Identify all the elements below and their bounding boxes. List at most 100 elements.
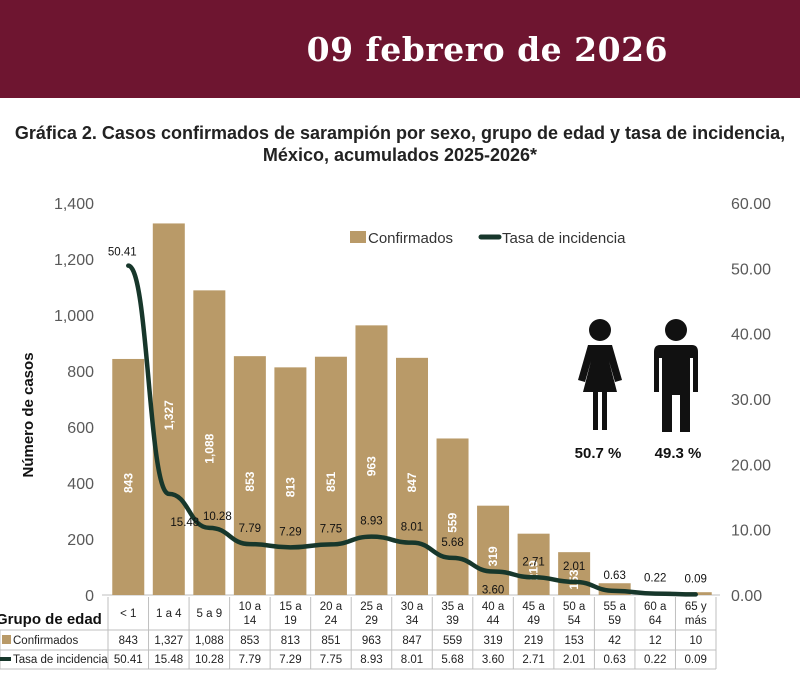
table-cell-tasa: 5.68 bbox=[441, 654, 463, 666]
y-tick-label: 1,000 bbox=[54, 308, 94, 325]
header-banner: 09 febrero de 2026 bbox=[0, 0, 800, 98]
table-cell-confirmados: 1,327 bbox=[154, 635, 183, 647]
rate-value-label: 10.28 bbox=[203, 511, 232, 523]
x-tick-label: 49 bbox=[527, 615, 540, 627]
rate-series-line bbox=[126, 263, 698, 597]
y2-tick-label: 30.00 bbox=[731, 392, 771, 409]
y2-tick-label: 0.00 bbox=[731, 588, 762, 605]
y-tick-label: 400 bbox=[67, 476, 94, 493]
bar-value-label: 319 bbox=[486, 546, 500, 566]
x-tick-label: 54 bbox=[568, 615, 581, 627]
x-tick-label: 34 bbox=[406, 615, 419, 627]
table-swatch-bar bbox=[2, 635, 11, 644]
x-tick-label: < 1 bbox=[120, 608, 136, 620]
bar-value-label: 813 bbox=[283, 477, 297, 497]
table-cell-confirmados: 847 bbox=[402, 635, 421, 647]
bar-value-label: 843 bbox=[121, 473, 135, 493]
table-cell-confirmados: 851 bbox=[321, 635, 340, 647]
bar-value-label: 853 bbox=[243, 471, 257, 491]
y-tick-label: 1,400 bbox=[54, 196, 94, 213]
bar bbox=[274, 367, 307, 595]
x-tick-label: 50 a bbox=[563, 601, 586, 613]
table-cell-confirmados: 853 bbox=[240, 635, 259, 647]
table-cell-confirmados: 559 bbox=[443, 635, 462, 647]
rate-value-label: 15.48 bbox=[170, 517, 199, 529]
x-tick-label: 55 a bbox=[603, 601, 626, 613]
table-cell-confirmados: 843 bbox=[119, 635, 138, 647]
table-cell-tasa: 10.28 bbox=[195, 654, 224, 666]
table-cell-tasa: 3.60 bbox=[482, 654, 504, 666]
report-date: 09 febrero de 2026 bbox=[306, 30, 668, 69]
x-tick-label: 25 a bbox=[360, 601, 383, 613]
x-tick-label: 60 a bbox=[644, 601, 667, 613]
bar bbox=[193, 290, 226, 595]
chart-title: Gráfica 2. Casos confirmados de sarampió… bbox=[0, 122, 800, 166]
x-tick-label: 15 a bbox=[279, 601, 302, 613]
y-tick-label: 600 bbox=[67, 420, 94, 437]
bar-value-label: 1,327 bbox=[162, 400, 176, 430]
table-cell-tasa: 15.48 bbox=[154, 654, 183, 666]
bar-value-label: 559 bbox=[446, 512, 460, 532]
legend-label-bar: Confirmados bbox=[368, 230, 453, 247]
table-cell-tasa: 8.93 bbox=[360, 654, 382, 666]
table-cell-tasa: 7.75 bbox=[320, 654, 342, 666]
y-tick-label: 800 bbox=[67, 364, 94, 381]
bar bbox=[233, 356, 266, 595]
table-cell-tasa: 0.09 bbox=[685, 654, 707, 666]
table-cell-tasa: 8.01 bbox=[401, 654, 423, 666]
axes: 0 200 400 600 800 1,000 1,200 1,400 0.00 10.00 20.… bbox=[20, 196, 771, 605]
table-cell-confirmados: 319 bbox=[483, 635, 502, 647]
table-cell-confirmados: 42 bbox=[608, 635, 621, 647]
male-percentage: 49.3 % bbox=[655, 445, 702, 462]
legend: Confirmados Tasa de incidencia bbox=[350, 230, 626, 247]
x-tick-label: 5 a 9 bbox=[197, 608, 223, 620]
rate-value-label: 0.09 bbox=[685, 573, 707, 585]
rate-value-label: 8.93 bbox=[360, 516, 382, 528]
y2-tick-label: 60.00 bbox=[731, 196, 771, 213]
x-tick-label: 65 y bbox=[685, 601, 707, 613]
rate-value-label: 7.75 bbox=[320, 523, 342, 535]
x-tick-label: 59 bbox=[608, 615, 621, 627]
rate-line: 50.41 15.48 10.28 7.79 7.29 7.75 8.93 8.01 5.68 3… bbox=[108, 247, 707, 597]
y2-tick-label: 40.00 bbox=[731, 327, 771, 344]
bar bbox=[314, 356, 347, 595]
table-cell-tasa: 2.71 bbox=[522, 654, 544, 666]
table-row-label-confirmados: Confirmados bbox=[13, 635, 78, 647]
bar-value-label: 847 bbox=[405, 472, 419, 492]
y2-tick-label: 50.00 bbox=[731, 261, 771, 278]
man-icon bbox=[654, 319, 698, 432]
x-tick-label: 19 bbox=[284, 615, 297, 627]
woman-icon bbox=[578, 319, 622, 430]
bar bbox=[152, 223, 185, 595]
rate-value-label: 7.79 bbox=[239, 523, 261, 535]
bar bbox=[558, 552, 591, 595]
x-tick-label: 35 a bbox=[441, 601, 464, 613]
rate-value-label: 0.63 bbox=[603, 570, 625, 582]
table-cell-tasa: 2.01 bbox=[563, 654, 585, 666]
bar-value-label: 851 bbox=[324, 472, 338, 492]
table-cell-confirmados: 963 bbox=[362, 635, 381, 647]
y-tick-label: 1,200 bbox=[54, 252, 94, 269]
rate-value-label: 0.22 bbox=[644, 573, 666, 585]
rate-value-label: 2.71 bbox=[522, 556, 544, 568]
rate-value-label: 2.01 bbox=[563, 561, 585, 573]
x-tick-label: 64 bbox=[649, 615, 662, 627]
rate-value-label: 50.41 bbox=[108, 247, 137, 259]
y2-tick-label: 10.00 bbox=[731, 523, 771, 540]
table-cell-tasa: 0.22 bbox=[644, 654, 666, 666]
female-percentage: 50.7 % bbox=[575, 445, 622, 462]
table-cell-confirmados: 1,088 bbox=[195, 635, 224, 647]
x-tick-label: 14 bbox=[243, 615, 256, 627]
rate-value-label: 5.68 bbox=[441, 537, 463, 549]
x-tick-label: 24 bbox=[325, 615, 338, 627]
chart-title-line-2: México, acumulados 2025-2026* bbox=[262, 145, 538, 165]
bar bbox=[517, 533, 550, 595]
x-tick-label: 29 bbox=[365, 615, 378, 627]
bar-value-label: 1,088 bbox=[202, 433, 216, 463]
x-tick-label: 30 a bbox=[401, 601, 424, 613]
data-table: Grupo de edad < 1 843 50.41 1 a 4 1,327 15.48 5… bbox=[0, 597, 717, 670]
legend-swatch-bar bbox=[350, 231, 366, 243]
x-tick-label: 44 bbox=[487, 615, 500, 627]
